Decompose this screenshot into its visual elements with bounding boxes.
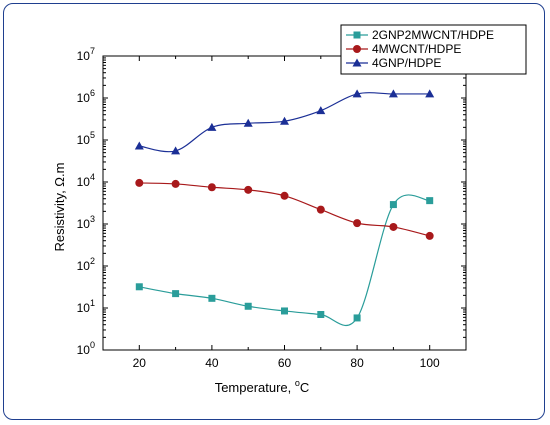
data-point	[316, 106, 326, 115]
data-point	[171, 179, 180, 188]
y-tick-label: 100	[77, 340, 95, 357]
data-point	[389, 201, 397, 209]
data-point	[388, 89, 398, 98]
legend-marker	[353, 31, 361, 39]
legend-label: 4MWCNT/HDPE	[372, 42, 461, 56]
data-point	[135, 178, 144, 187]
legend-box	[340, 24, 527, 75]
data-point	[317, 311, 325, 319]
x-axis-label: Temperature, oC	[215, 378, 310, 395]
data-point	[171, 146, 181, 155]
series-layer	[134, 89, 435, 326]
plot-border	[102, 55, 467, 351]
y-tick-label: 105	[77, 130, 95, 147]
y-tick-label: 101	[77, 298, 95, 315]
data-point	[280, 191, 289, 200]
y-tick-label: 107	[77, 46, 95, 63]
axis-labels: Temperature, oC Resistivity, Ω.m	[52, 163, 309, 395]
data-point	[244, 185, 253, 194]
data-point	[352, 89, 362, 98]
y-tick-label: 103	[77, 214, 95, 231]
axes: 20 40 60 80 100 100 101 102 103 104 105 106 107	[77, 46, 467, 370]
x-tick-label: 20	[133, 356, 147, 370]
x-tick-label: 80	[350, 356, 364, 370]
data-point	[280, 116, 289, 125]
data-point	[425, 89, 435, 98]
data-point	[134, 141, 144, 150]
x-tick-label: 60	[278, 356, 292, 370]
data-point	[281, 307, 288, 315]
y-tick-label: 106	[77, 88, 95, 105]
legend-label: 4GNP/HDPE	[372, 56, 441, 70]
data-point	[135, 283, 143, 291]
x-tick-label: 40	[205, 356, 219, 370]
data-point	[208, 294, 216, 302]
data-point	[389, 222, 398, 231]
data-point	[426, 197, 434, 205]
y-tick-label: 104	[77, 172, 95, 189]
degree-symbol: o	[295, 378, 300, 388]
data-point	[353, 219, 362, 228]
y-axis-label: Resistivity, Ω.m	[52, 163, 67, 252]
data-point	[207, 122, 217, 131]
legend-label: 2GNP2MWCNT/HDPE	[372, 28, 494, 42]
series-2	[134, 89, 435, 155]
series-line	[139, 194, 430, 326]
data-point	[207, 183, 216, 192]
data-point	[244, 302, 252, 310]
legend-marker	[353, 45, 361, 53]
series-1	[135, 178, 434, 240]
data-point	[172, 290, 180, 298]
y-tick-label: 102	[77, 256, 95, 273]
data-point	[243, 118, 253, 127]
series-line	[139, 182, 430, 237]
series-0	[135, 194, 434, 326]
x-tick-label: 100	[420, 356, 440, 370]
legend-marker	[352, 58, 362, 67]
data-point	[425, 231, 434, 240]
plot-area	[102, 55, 467, 351]
data-point	[353, 314, 361, 322]
data-point	[316, 205, 325, 214]
